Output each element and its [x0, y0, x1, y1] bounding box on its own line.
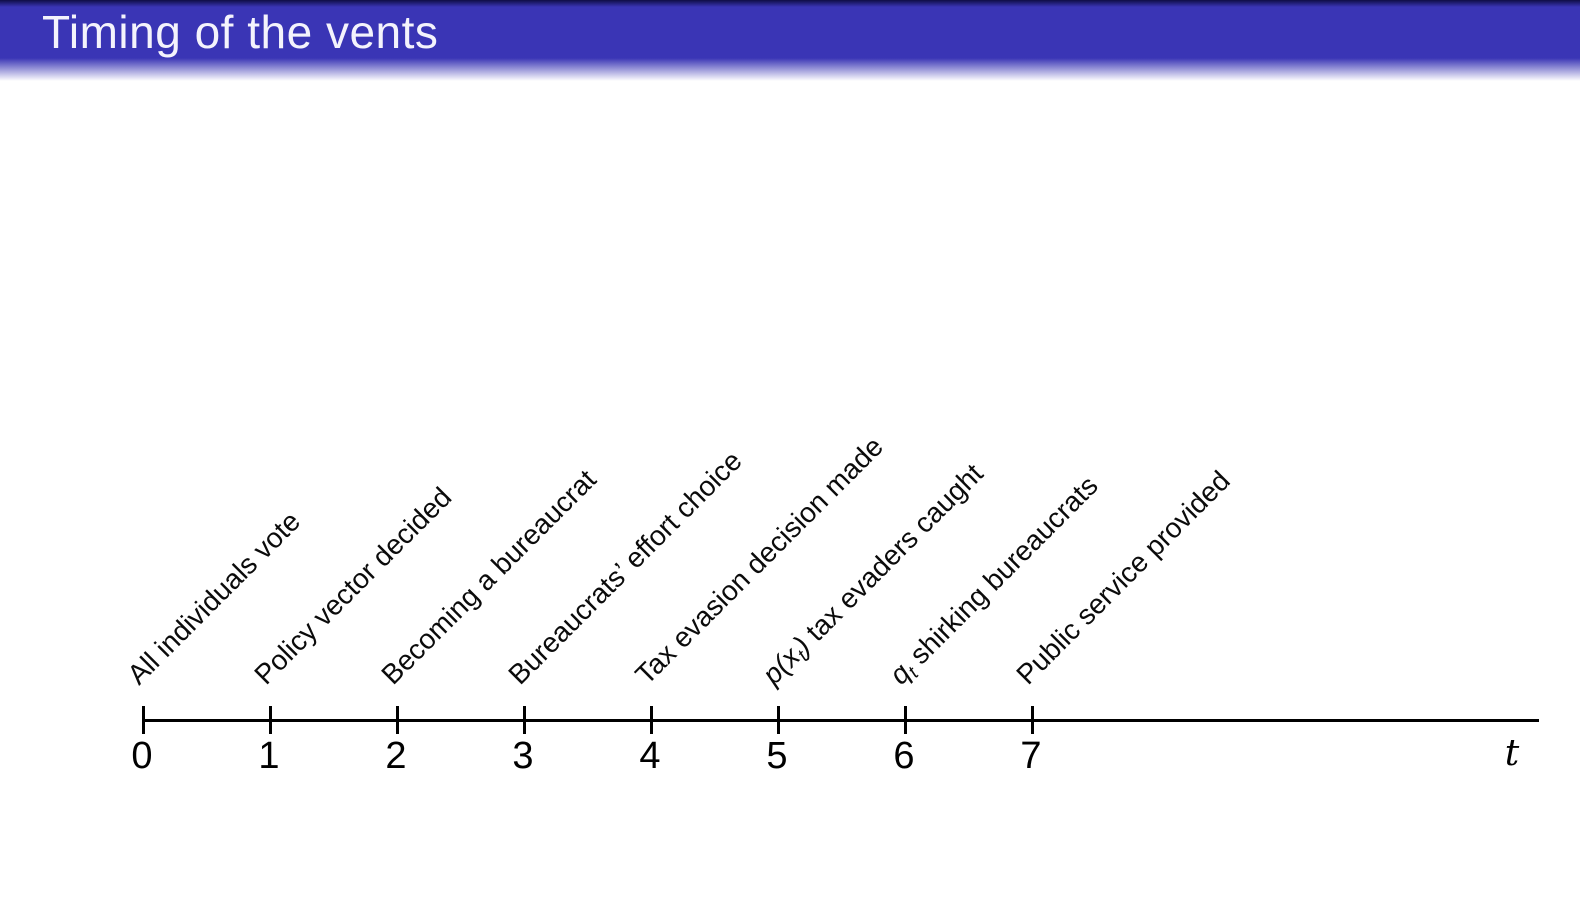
timeline-axis-line	[142, 719, 1539, 722]
event-label-5: p(xt) tax evaders caught	[756, 457, 989, 691]
tick-mark-0	[142, 706, 145, 734]
tick-mark-4	[650, 706, 653, 734]
axis-t-label: t	[1504, 733, 1520, 774]
tick-mark-3	[523, 706, 526, 734]
event-label-6: qt shirking bureaucrats	[883, 469, 1104, 691]
event-label-3: Bureaucrats’ effort choice	[502, 444, 748, 691]
tick-mark-1	[269, 706, 272, 734]
tick-label-4: 4	[639, 735, 661, 777]
event-label-7: Public service provided	[1010, 464, 1236, 691]
tick-mark-2	[396, 706, 399, 734]
tick-label-0: 0	[131, 735, 153, 777]
tick-label-6: 6	[893, 735, 915, 777]
tick-label-2: 2	[385, 735, 407, 777]
event-label-4: Tax evasion decision made	[629, 430, 890, 691]
tick-label-7: 7	[1020, 735, 1042, 777]
tick-mark-7	[1031, 706, 1034, 734]
tick-label-1: 1	[258, 735, 280, 777]
event-label-2: Becoming a bureaucrat	[375, 463, 603, 691]
frame-title: Timing of the vents	[42, 6, 439, 58]
frame-title-bar: Timing of the vents	[0, 0, 1580, 84]
tick-mark-5	[777, 706, 780, 734]
tick-mark-6	[904, 706, 907, 734]
tick-label-5: 5	[766, 735, 788, 777]
tick-label-3: 3	[512, 735, 534, 777]
